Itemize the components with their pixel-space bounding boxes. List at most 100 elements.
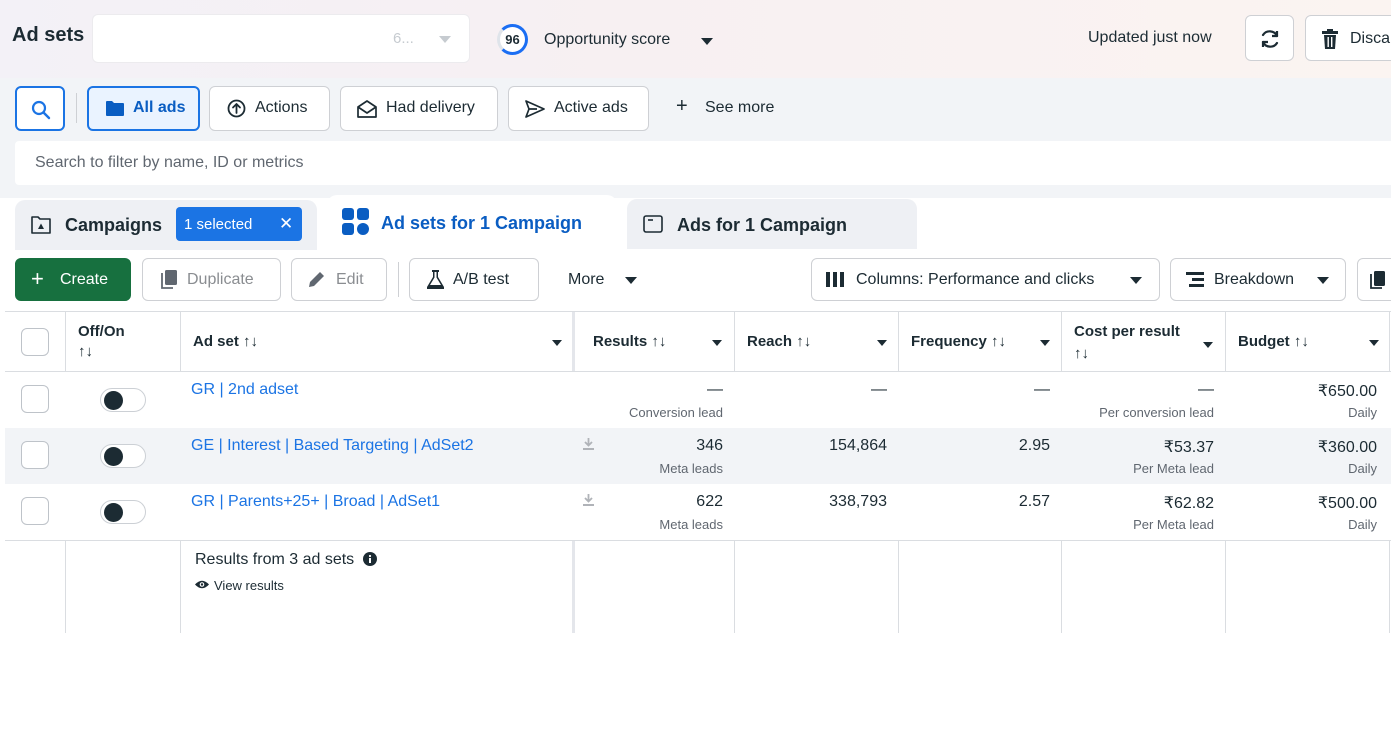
- tab-adsets-label: Ad sets for 1 Campaign: [381, 213, 583, 233]
- breakdown-button[interactable]: Breakdown: [1170, 258, 1346, 301]
- reach-value: 154,864: [829, 437, 887, 454]
- sort-icon[interactable]: ↑↓: [78, 343, 93, 360]
- row-toggle[interactable]: [100, 500, 146, 524]
- opportunity-score-badge[interactable]: 96: [497, 24, 528, 55]
- row-checkbox[interactable]: [21, 385, 49, 413]
- row-toggle[interactable]: [100, 444, 146, 468]
- header-budget[interactable]: Budget ↑↓: [1238, 333, 1309, 350]
- toggle-knob: [104, 447, 123, 466]
- caret-down-icon[interactable]: [712, 340, 722, 346]
- discard-button[interactable]: Disca: [1305, 15, 1391, 61]
- more-label: More: [568, 271, 605, 288]
- budget-value[interactable]: ₹360.00: [1317, 439, 1377, 456]
- row-toggle[interactable]: [100, 388, 146, 412]
- caret-down-icon[interactable]: [1040, 340, 1050, 346]
- selected-chip-label: 1 selected: [184, 216, 253, 233]
- header-results[interactable]: Results ↑↓: [593, 333, 667, 350]
- table-row[interactable]: GR | 2nd adset — Conversion lead — — — P…: [5, 372, 1391, 428]
- adsets-table: Off/On ↑↓ Ad set ↑↓ Results ↑↓ Reach ↑↓ …: [5, 311, 1391, 633]
- trash-icon: [1322, 29, 1338, 49]
- duplicate-button[interactable]: Duplicate: [142, 258, 281, 301]
- search-input[interactable]: [15, 141, 1391, 185]
- header-reach[interactable]: Reach ↑↓: [747, 333, 812, 350]
- frequency-value: 2.57: [1018, 493, 1050, 510]
- caret-down-icon[interactable]: [877, 340, 887, 346]
- columns-button[interactable]: Columns: Performance and clicks: [811, 258, 1160, 301]
- selected-chip[interactable]: 1 selected ✕: [176, 207, 302, 241]
- tab-campaigns[interactable]: Campaigns 1 selected ✕: [15, 200, 317, 250]
- download-icon[interactable]: [583, 494, 594, 506]
- search-button[interactable]: [15, 86, 65, 131]
- row-checkbox[interactable]: [21, 441, 49, 469]
- header-onoff[interactable]: Off/On: [78, 323, 125, 340]
- account-select[interactable]: 6...: [92, 14, 470, 63]
- all-ads-filter[interactable]: All ads: [87, 86, 200, 131]
- duplicate-label: Duplicate: [187, 271, 254, 288]
- breakdown-label: Breakdown: [1214, 271, 1295, 288]
- ad-icon: [643, 215, 663, 233]
- search-icon: [31, 100, 51, 120]
- adset-name-link[interactable]: GR | 2nd adset: [191, 381, 299, 398]
- adset-name-link[interactable]: GR | Parents+25+ | Broad | AdSet1: [191, 493, 441, 510]
- actions-icon: [227, 99, 246, 118]
- caret-down-icon: [625, 277, 637, 284]
- plus-icon: +: [676, 95, 688, 117]
- envelope-icon: [357, 100, 377, 118]
- cost-per-result-value: ₹53.37: [1163, 439, 1214, 456]
- caret-down-icon[interactable]: [1369, 340, 1379, 346]
- opportunity-score-label[interactable]: Opportunity score: [544, 31, 671, 48]
- breakdown-icon: [1186, 272, 1204, 287]
- actions-filter[interactable]: Actions: [209, 86, 330, 131]
- toggle-knob: [104, 503, 123, 522]
- info-icon[interactable]: [362, 552, 377, 566]
- table-row[interactable]: GE | Interest | Based Targeting | AdSet2…: [5, 428, 1391, 484]
- cost-per-result-type: Per conversion lead: [1099, 405, 1214, 420]
- export-button[interactable]: [1357, 258, 1391, 301]
- cost-per-result-value: ₹62.82: [1163, 495, 1214, 512]
- chevron-down-icon: [439, 36, 451, 43]
- active-ads-filter[interactable]: Active ads: [508, 86, 649, 131]
- ab-test-button[interactable]: A/B test: [409, 258, 539, 301]
- had-delivery-filter[interactable]: Had delivery: [340, 86, 498, 131]
- eye-icon: [195, 580, 209, 589]
- tab-ads[interactable]: Ads for 1 Campaign: [627, 199, 917, 249]
- active-ads-label: Active ads: [554, 99, 628, 116]
- select-all-checkbox[interactable]: [21, 328, 49, 356]
- caret-down-icon[interactable]: [552, 340, 562, 346]
- actions-label: Actions: [255, 99, 308, 116]
- create-button[interactable]: + Create: [15, 258, 131, 301]
- header-cost-per-result[interactable]: Cost per result: [1074, 323, 1180, 340]
- results-value: 622: [696, 493, 723, 510]
- budget-value[interactable]: ₹650.00: [1317, 383, 1377, 400]
- tab-adsets[interactable]: Ad sets for 1 Campaign: [327, 195, 617, 250]
- divider: [76, 93, 77, 123]
- budget-value[interactable]: ₹500.00: [1317, 495, 1377, 512]
- summary-label: Results from 3 ad sets: [195, 551, 355, 568]
- campaign-icon: [31, 216, 51, 234]
- caret-down-icon: [1317, 277, 1329, 284]
- discard-label: Disca: [1350, 30, 1391, 47]
- budget-type: Daily: [1348, 405, 1377, 420]
- more-button[interactable]: More: [568, 271, 637, 289]
- edit-button[interactable]: Edit: [291, 258, 387, 301]
- sort-icon[interactable]: ↑↓: [1074, 345, 1089, 362]
- refresh-button[interactable]: [1245, 15, 1294, 61]
- summary-row: Results from 3 ad sets: [195, 551, 377, 569]
- row-checkbox[interactable]: [21, 497, 49, 525]
- adset-name-link[interactable]: GE | Interest | Based Targeting | AdSet2: [191, 437, 474, 454]
- frequency-value: —: [1034, 381, 1050, 398]
- table-row[interactable]: GR | Parents+25+ | Broad | AdSet1 622 Me…: [5, 484, 1391, 541]
- send-icon: [525, 100, 545, 118]
- header-adset[interactable]: Ad set ↑↓: [193, 333, 259, 350]
- caret-down-icon[interactable]: [1203, 342, 1213, 348]
- folder-icon: [106, 101, 124, 116]
- had-delivery-label: Had delivery: [386, 99, 475, 116]
- grid-icon: [342, 208, 369, 235]
- download-icon[interactable]: [583, 438, 594, 450]
- budget-type: Daily: [1348, 517, 1377, 532]
- export-icon: [1370, 271, 1385, 289]
- results-value: 346: [696, 437, 723, 454]
- close-icon[interactable]: ✕: [279, 214, 294, 233]
- header-frequency[interactable]: Frequency ↑↓: [911, 333, 1007, 350]
- caret-down-icon[interactable]: [701, 38, 713, 45]
